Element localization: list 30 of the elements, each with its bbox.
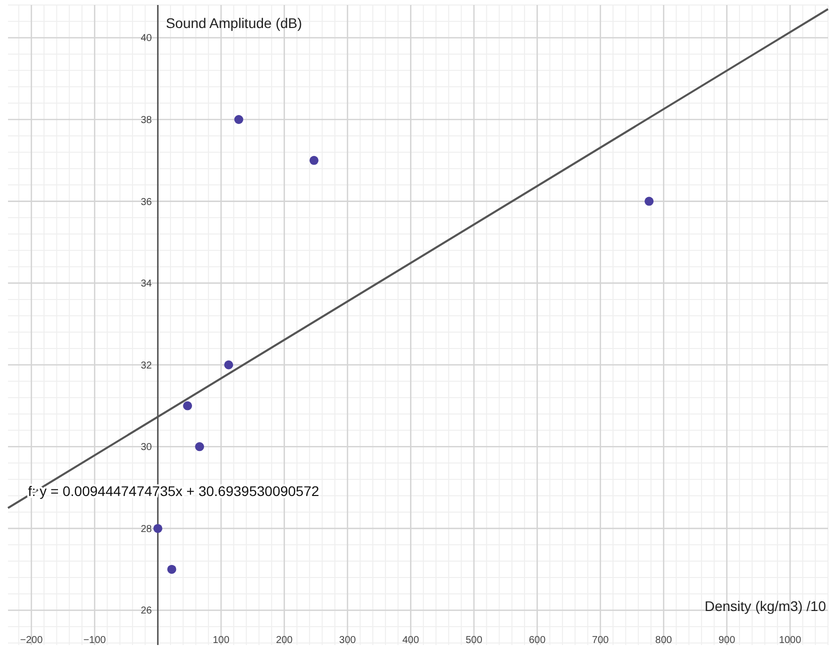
- x-tick-label: 1000: [778, 635, 802, 646]
- x-tick-label: 500: [466, 635, 483, 646]
- y-tick-label: 34: [140, 278, 152, 290]
- point: [195, 442, 204, 452]
- y-tick-label: 28: [140, 524, 152, 535]
- point: [167, 564, 176, 574]
- x-tick-label: −200: [20, 635, 44, 646]
- point: [153, 524, 162, 533]
- point: [310, 156, 318, 165]
- x-tick-label: 300: [339, 635, 356, 646]
- y-axis-title: Sound Amplitude (dB): [166, 15, 302, 31]
- point: [234, 115, 244, 124]
- x-tick-label: −100: [83, 635, 106, 646]
- y-tick-label: 32: [140, 360, 152, 372]
- x-tick-label: 100: [212, 635, 230, 646]
- x-tick-label: 200: [276, 635, 294, 646]
- x-tick-label: 900: [718, 635, 736, 646]
- point: [644, 196, 654, 206]
- x-tick-label: 600: [528, 635, 546, 646]
- point: [183, 401, 192, 410]
- x-tick-label: 800: [655, 635, 672, 646]
- point: [224, 360, 234, 370]
- y-tick-label: 40: [140, 33, 152, 44]
- y-tick-label: 36: [140, 196, 152, 208]
- y-tick-label: 38: [140, 115, 152, 126]
- y-tick-label: 26: [140, 606, 152, 617]
- x-tick-label: 700: [592, 635, 610, 646]
- y-tick-label: 30: [140, 442, 152, 454]
- x-tick-label: 400: [402, 635, 420, 646]
- x-axis-title: Density (kg/m3) /10: [704, 598, 826, 614]
